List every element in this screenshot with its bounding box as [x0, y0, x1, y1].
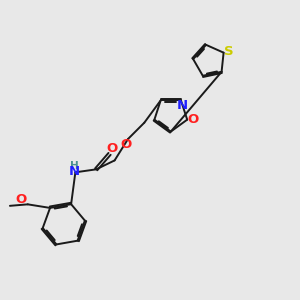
Text: O: O [16, 193, 27, 206]
Text: O: O [106, 142, 117, 155]
Text: N: N [176, 99, 188, 112]
Text: H: H [70, 161, 78, 171]
Text: O: O [187, 112, 198, 126]
Text: S: S [224, 45, 234, 58]
Text: O: O [121, 138, 132, 151]
Text: N: N [68, 165, 80, 178]
